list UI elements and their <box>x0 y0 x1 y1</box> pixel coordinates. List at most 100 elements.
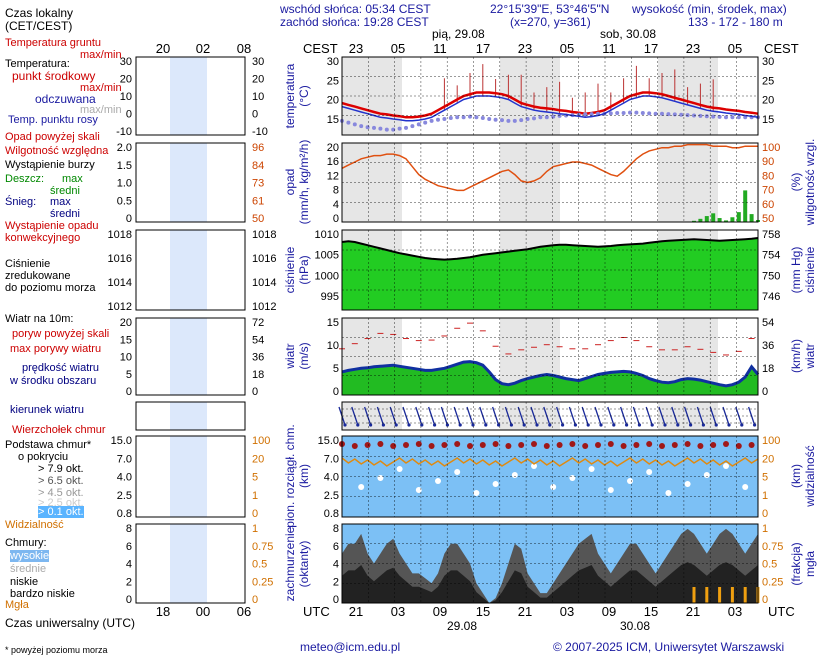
legend-wind-speed2: w środku obszaru <box>10 375 97 387</box>
legend-pressure-tick-right: 1016 <box>252 253 276 265</box>
cloud-top-dot <box>684 441 691 447</box>
wind-arrow <box>517 406 525 426</box>
legend-cloud-tick: 0.8 <box>117 508 132 520</box>
dew-point-dot <box>717 114 722 119</box>
wind-axis-label: wiatr <box>283 343 297 369</box>
cloud-base-dot <box>684 481 691 487</box>
bottom-hour-label: 03 <box>560 604 574 619</box>
precip-tick: 12 <box>327 170 339 182</box>
cover-tick: 0 <box>333 594 339 606</box>
legend-cover-tick: 6 <box>126 541 132 553</box>
elevation-values: 133 - 172 - 180 m <box>688 15 783 29</box>
wind-arrow-head <box>548 423 552 427</box>
cloud-base-dot <box>492 481 499 487</box>
utc-right: UTC <box>768 604 795 619</box>
wind-arrow-head <box>522 423 526 427</box>
wind-tick: 0 <box>333 386 339 398</box>
precip-tick: 8 <box>333 185 339 197</box>
legend-cloud-tick-right: 100 <box>252 435 270 447</box>
wind-arrow <box>709 406 717 426</box>
cloud-top-dot <box>505 443 512 449</box>
cloud-top-dot <box>697 443 704 449</box>
dew-point-dot <box>352 122 357 127</box>
legend-frame-dir <box>135 401 246 431</box>
legend-temp-tick-right: 20 <box>252 74 264 86</box>
wind-arrow-head <box>727 423 731 427</box>
wind-arrow <box>581 406 589 426</box>
dew-point-dot <box>378 126 383 131</box>
wind-arrow-head <box>407 423 411 427</box>
pressure-mm-unit: (mm Hg) <box>789 247 803 294</box>
legend-frame-temp <box>135 56 246 136</box>
wind-arrow-head <box>369 423 373 427</box>
fog-tick: 0.25 <box>762 576 783 588</box>
dew-point-dot <box>359 124 364 129</box>
legend-temperature: Temperatura: <box>5 58 70 70</box>
cloud-top-dot <box>351 443 358 449</box>
humidity-tick: 50 <box>762 213 774 225</box>
cloud-base-dot <box>531 463 537 469</box>
wind-arrow-head <box>612 423 616 427</box>
legend-frame-precip <box>135 142 246 223</box>
wind-kmh-tick: 54 <box>762 317 774 329</box>
cloud-base-dot <box>358 484 365 490</box>
cloud-top-dot <box>441 442 448 448</box>
cloud-top-dot <box>607 441 614 447</box>
legend-mid-point: punkt środkowy <box>12 69 96 83</box>
legend-cover-tick: 2 <box>126 576 132 588</box>
dew-point-dot <box>724 115 728 120</box>
legend-cloud-tick-right: 0 <box>252 508 258 520</box>
cloud-base-dot <box>550 484 557 490</box>
elevation-label: wysokość (min, środek, max) <box>632 2 787 16</box>
cloud-tick: 7.0 <box>324 453 339 465</box>
wind-arrow-head <box>535 423 539 427</box>
precip-bar <box>698 218 703 222</box>
legend-wind-tick: 5 <box>126 369 132 381</box>
wind-arrow <box>645 406 653 426</box>
precip-bar <box>749 214 754 222</box>
visibility-tick: 5 <box>762 472 768 484</box>
legend-medium: średnie <box>10 563 47 575</box>
dew-point-dot <box>666 112 671 117</box>
cloud-base-dot <box>627 478 633 484</box>
wind-arrow-head <box>676 423 680 427</box>
wind-kmh-tick: 0 <box>762 386 768 398</box>
dew-point-dot <box>672 112 677 117</box>
cloud-base-dot <box>569 475 576 481</box>
visibility-tick: 100 <box>762 435 780 447</box>
dew-point-dot <box>346 120 351 125</box>
legend-snow-mid: średni <box>50 208 80 220</box>
legend-local-time-sub: (CET/CEST) <box>5 19 73 33</box>
pressure-area <box>342 238 758 310</box>
legend-okt-79: > 7.9 okt. <box>38 463 84 475</box>
cloud-top-dot <box>646 441 653 447</box>
wind-speed-area <box>342 361 758 395</box>
visibility-tick: 20 <box>762 453 774 465</box>
day1-label: pią, 29.08 <box>432 27 485 41</box>
legend-cloud-base2: o pokryciu <box>18 451 69 463</box>
cloud-top-dot <box>467 443 473 449</box>
legend-rain-mid: średni <box>50 185 80 197</box>
wind-arrow-head <box>433 423 437 427</box>
dew-point-dot <box>448 115 453 120</box>
wind-arrow <box>568 406 577 426</box>
dew-point-dot <box>615 111 620 116</box>
coords-text: 22°15'39"E, 53°46'5"N <box>490 2 610 16</box>
legend-okt-65: > 6.5 okt. <box>38 475 84 487</box>
dew-point-dot <box>621 111 626 116</box>
top-hour-label: 05 <box>391 41 405 56</box>
wind-arrow-head <box>740 423 744 427</box>
contact-email[interactable]: meteo@icm.edu.pl <box>300 640 401 654</box>
legend-cloud-tick: 2.5 <box>117 490 132 502</box>
panel-frame-temp <box>341 56 759 136</box>
grid-text: (x=270, y=361) <box>510 15 591 29</box>
wind-kmh-tick: 36 <box>762 340 774 352</box>
dew-point-dot <box>500 118 504 123</box>
cloud-base-dot <box>435 478 441 484</box>
legend-cover-tick-right: 0.75 <box>252 541 273 553</box>
panel-frame-precip <box>341 142 759 223</box>
legend-storm: Wystąpienie burzy <box>5 159 95 171</box>
panel-frame-cloud <box>341 435 759 518</box>
precip-tick: 0 <box>333 213 339 225</box>
wind-arrow <box>389 406 397 426</box>
